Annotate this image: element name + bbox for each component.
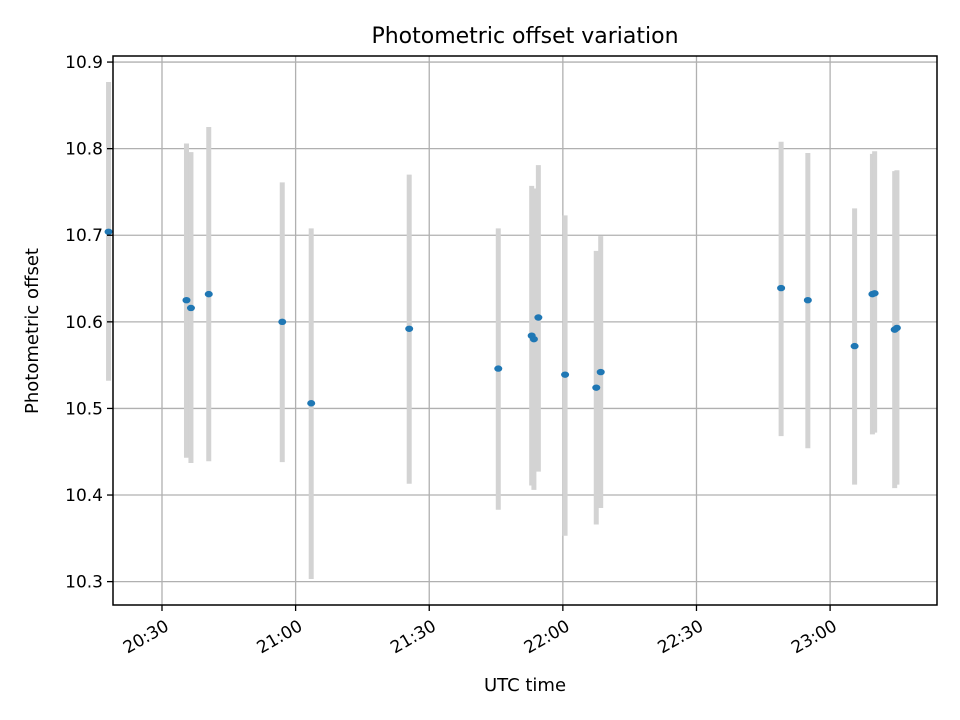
data-point xyxy=(850,342,859,350)
x-tick-label: 20:30 xyxy=(120,616,172,658)
data-point xyxy=(561,371,570,378)
y-tick-label: 10.4 xyxy=(65,486,103,506)
data-points xyxy=(104,228,901,407)
data-point xyxy=(596,368,605,376)
y-tick-label: 10.6 xyxy=(65,313,103,333)
data-point xyxy=(592,384,601,391)
grid xyxy=(113,56,937,605)
x-tick-label: 22:00 xyxy=(521,616,573,658)
error-bars xyxy=(106,81,900,580)
data-point xyxy=(892,324,901,332)
x-axis-ticks: 20:30 21:00 21:30 22:00 22:30 23:00 xyxy=(120,605,841,658)
data-point xyxy=(534,314,543,321)
data-point xyxy=(204,290,213,298)
x-tick-label: 22:30 xyxy=(655,616,707,658)
data-point xyxy=(405,325,414,332)
x-axis-label: UTC time xyxy=(484,675,566,696)
data-point xyxy=(104,228,113,235)
y-tick-label: 10.8 xyxy=(65,140,103,160)
y-tick-label: 10.7 xyxy=(65,226,103,246)
x-tick-label: 23:00 xyxy=(788,616,840,658)
y-axis-ticks: 10.3 10.4 10.5 10.6 10.7 10.8 10.9 xyxy=(65,53,113,593)
y-tick-label: 10.3 xyxy=(65,573,103,593)
data-point xyxy=(186,304,195,312)
x-tick-label: 21:30 xyxy=(387,616,439,658)
data-point xyxy=(870,290,879,297)
y-tick-label: 10.9 xyxy=(65,53,103,73)
y-axis-label: Photometric offset xyxy=(22,248,43,414)
data-point xyxy=(529,335,538,343)
data-point xyxy=(777,284,786,292)
data-point xyxy=(278,318,287,326)
y-tick-label: 10.5 xyxy=(65,399,103,419)
data-point xyxy=(803,296,812,304)
x-tick-label: 21:00 xyxy=(254,616,306,658)
chart-title: Photometric offset variation xyxy=(371,24,678,49)
plot-frame xyxy=(112,55,938,606)
data-point xyxy=(307,400,316,407)
data-point xyxy=(182,296,191,304)
data-point xyxy=(494,365,503,372)
